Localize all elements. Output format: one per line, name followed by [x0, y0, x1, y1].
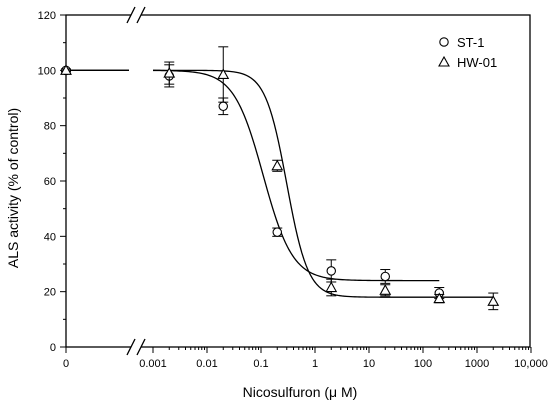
x-tick-label: 10,000 [514, 358, 548, 370]
legend-marker-HW-01 [438, 55, 450, 67]
axes: 0 20 40 60 80 100 120 0 0.001 0.01 0.1 1 10 100 1000 10… [38, 6, 548, 370]
x-tick-label: 0.1 [253, 358, 268, 370]
legend-label-ST-1: ST-1 [457, 35, 484, 50]
y-axis-title: ALS activity (% of control) [5, 108, 21, 268]
y-tick-label: 20 [44, 287, 56, 299]
x-tick-label: 0 [63, 358, 69, 370]
x-tick-label: 0.001 [139, 358, 167, 370]
data-point-ST-1 [218, 101, 229, 112]
data-point-ST-1 [272, 227, 283, 237]
data-point-ST-1 [380, 271, 391, 282]
legend: ST-1 HW-01 [438, 35, 497, 70]
fit-curve-HW-01 [153, 69, 494, 298]
y-tick-label: 80 [44, 121, 56, 133]
y-tick-label: 100 [38, 65, 56, 77]
data-point-HW-01 [271, 159, 284, 171]
y-tick-label: 0 [50, 342, 56, 354]
axis-break-mark-top [136, 6, 146, 24]
data-point-HW-01 [60, 64, 72, 75]
x-tick-label: 1 [312, 358, 318, 370]
y-tick-label: 120 [38, 10, 56, 22]
y-tick-label: 40 [44, 231, 56, 243]
data-point-HW-01 [163, 66, 176, 78]
axis-break-mark-top [126, 6, 136, 24]
data-point-ST-1 [326, 266, 337, 276]
data-point-HW-01 [217, 68, 230, 80]
axis-break-mark-bottom [126, 338, 136, 356]
axis-break-gap-top [131, 12, 141, 18]
legend-label-HW-01: HW-01 [457, 55, 497, 70]
fit-curves [66, 69, 494, 298]
data-point-HW-01 [325, 281, 338, 293]
x-tick-label: 1000 [465, 358, 489, 370]
x-tick-label: 10 [363, 358, 375, 370]
axis-break-gap-bottom [131, 344, 141, 350]
x-tick-label: 100 [414, 358, 432, 370]
fit-curve-ST-1 [152, 69, 440, 282]
data-point-HW-01 [379, 284, 392, 295]
data-point-HW-01 [433, 292, 446, 304]
data-points [60, 46, 500, 311]
axis-break-mark-bottom [136, 338, 146, 356]
legend-marker-ST-1 [439, 37, 449, 47]
data-point-HW-01 [487, 295, 500, 306]
y-tick-label: 60 [44, 176, 56, 188]
x-axis-title: Nicosulfuron (μ M) [243, 384, 358, 400]
x-tick-label: 0.01 [196, 358, 217, 370]
